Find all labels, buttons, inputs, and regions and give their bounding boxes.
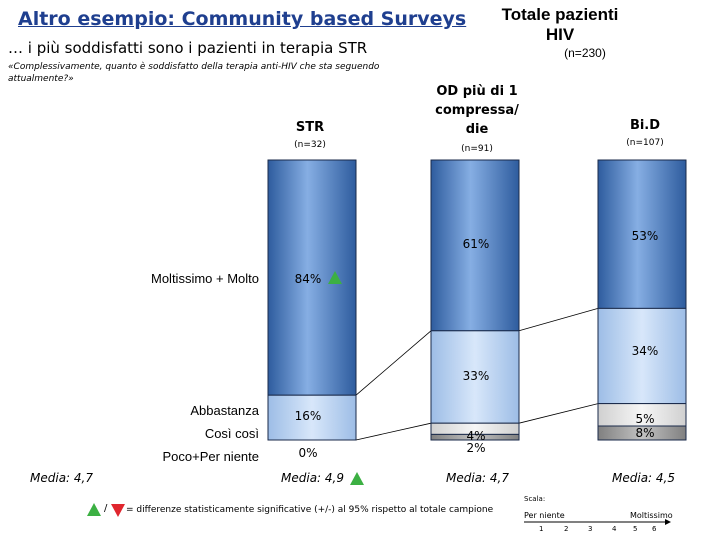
- total-n: (n=230): [564, 46, 606, 60]
- scale-num-3: 3: [588, 525, 593, 533]
- label-bid-mid: 34%: [632, 344, 659, 358]
- bar-od-bot: [430, 433, 520, 441]
- connector-line: [355, 422, 432, 441]
- legend-slash: /: [104, 503, 108, 514]
- bar-title-str: STR: [295, 120, 325, 135]
- bar-title-bid: Bi.D: [629, 118, 661, 133]
- page-subtitle: … i più soddisfatti sono i pazienti in t…: [8, 39, 368, 57]
- bar-bid-top: [597, 159, 687, 309]
- page-title: Altro esempio: Community based Surveys: [18, 8, 467, 30]
- label-bid-top: 53%: [632, 229, 659, 243]
- scale-high: Moltissimo: [630, 511, 673, 520]
- label-od-mid: 33%: [463, 369, 490, 383]
- media-str: Media: 4,9: [281, 471, 344, 485]
- label-str-bot: 0%: [298, 446, 317, 460]
- scale-num-4: 4: [612, 525, 617, 533]
- bar-bid-bot: [597, 425, 687, 441]
- bar-n-str: (n=32): [294, 140, 326, 150]
- scale-title: Scala:: [524, 495, 546, 503]
- label-bid-bot: 5%: [635, 412, 654, 426]
- row-label-low2: Poco+Per niente: [162, 449, 259, 464]
- label-str-top: 84%: [295, 272, 322, 286]
- scale-num-1: 1: [539, 525, 544, 533]
- media-od: Media: 4,7: [446, 471, 509, 485]
- legend-text: = differenze statisticamente significati…: [126, 505, 494, 515]
- connector-line: [518, 403, 599, 424]
- row-label-low1: Così così: [204, 426, 259, 441]
- legend-down-icon: [111, 504, 125, 517]
- significance-up-icon: [350, 472, 364, 485]
- bar-n-bid: (n=107): [626, 138, 664, 148]
- media-bid: Media: 4,5: [612, 471, 675, 485]
- survey-question: «Complessivamente, quanto è soddisfatto …: [8, 62, 380, 84]
- bar-title-od: OD più di 1 compressa/ die: [435, 84, 519, 137]
- bar-str-mid: [267, 394, 357, 441]
- scale-low: Per niente: [524, 511, 565, 520]
- label-od-top: 61%: [463, 237, 490, 251]
- label-str-mid: 16%: [295, 409, 322, 423]
- scale-num-6: 6: [652, 525, 657, 533]
- top-significance-up-icon: [328, 271, 342, 284]
- label-od-bot: 2%: [466, 441, 485, 455]
- scale-num-2: 2: [564, 525, 569, 533]
- total-title: Totale pazienti HIV: [501, 5, 619, 44]
- scale-num-5: 5: [633, 525, 638, 533]
- row-label-top: Moltissimo + Molto: [151, 271, 259, 286]
- legend-up-icon: [87, 503, 101, 516]
- connector-line: [355, 330, 432, 396]
- bar-bid-mid: [597, 307, 687, 405]
- label-bid-low: 8%: [635, 426, 654, 440]
- label-od-low: 4%: [466, 429, 485, 443]
- bar-n-od: (n=91): [461, 144, 493, 154]
- media-total: Media: 4,7: [30, 471, 93, 485]
- bar-od-mid: [430, 330, 520, 424]
- row-label-mid: Abbastanza: [190, 403, 259, 418]
- connector-line: [518, 308, 599, 332]
- scale-arrow: [524, 519, 671, 525]
